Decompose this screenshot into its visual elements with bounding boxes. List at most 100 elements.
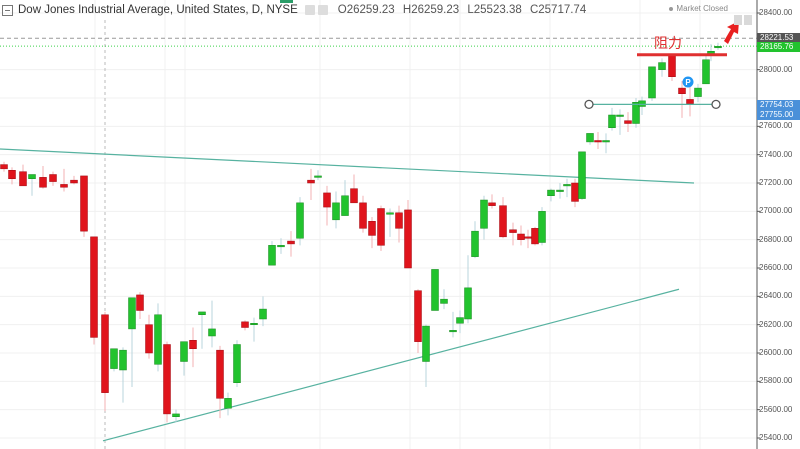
candle-body <box>668 55 676 77</box>
candle-body <box>145 324 153 354</box>
open-value: O26259.23 <box>337 4 395 16</box>
candle-body <box>440 298 448 304</box>
candle-body <box>163 344 171 415</box>
candle-body <box>189 340 197 349</box>
tab-indicator <box>280 0 293 3</box>
axis-tick-label: 27400.00 <box>759 149 793 159</box>
candle-body <box>250 323 258 325</box>
candle-body <box>563 184 571 187</box>
candle-body <box>307 179 315 184</box>
market-status-label: Market Closed <box>676 4 728 13</box>
candle-body <box>119 349 127 371</box>
candle-body <box>499 205 507 238</box>
candle-body <box>154 314 162 365</box>
candle-body <box>648 66 656 99</box>
candle-body <box>395 212 403 229</box>
candle-body <box>359 202 367 229</box>
candle-body <box>287 240 295 245</box>
high-value: H26259.23 <box>402 4 460 16</box>
candle-body <box>386 212 394 215</box>
candle-body <box>350 188 358 204</box>
candle-body <box>638 100 646 107</box>
candle-body <box>259 308 267 320</box>
candle-body <box>464 287 472 320</box>
candle-body <box>632 102 640 124</box>
candle-body <box>694 87 702 97</box>
candle-body <box>404 209 412 269</box>
axis-tick-label: 25400.00 <box>759 433 793 442</box>
axis-tick-label: 25800.00 <box>759 376 793 386</box>
candle-body <box>471 230 479 257</box>
axis-tick-label: 26600.00 <box>759 263 793 272</box>
candle-body <box>377 208 385 246</box>
candle-body <box>658 62 666 70</box>
resistance-annotation: 阻力 <box>654 35 682 51</box>
price-tag: 27754.03 <box>757 100 800 110</box>
scroll-up-icon[interactable] <box>734 15 742 25</box>
axis-tick-label: 26200.00 <box>759 319 793 329</box>
candle-body <box>341 195 349 216</box>
scroll-down-icon[interactable] <box>744 15 752 25</box>
candle-body <box>268 245 276 266</box>
candle-body <box>368 221 376 236</box>
candle-body <box>90 236 98 338</box>
candle-body <box>594 140 602 143</box>
ascending-trendline[interactable] <box>102 288 680 442</box>
candle-body <box>608 114 616 128</box>
axis-tick-label: 26400.00 <box>759 291 793 301</box>
candle-body <box>224 398 232 409</box>
symbol-title: Dow Jones Industrial Average, United Sta… <box>18 4 298 16</box>
eye-icon[interactable] <box>304 5 315 15</box>
candle-body <box>422 325 430 362</box>
drag-handle[interactable] <box>584 99 594 110</box>
axis-tick-label: 27000.00 <box>759 206 793 216</box>
candle-body <box>547 189 555 196</box>
candle-body <box>216 349 224 399</box>
candle-body <box>101 314 109 393</box>
candle-body <box>60 184 68 188</box>
axis-tick-label: 26000.00 <box>759 348 793 357</box>
candle-body <box>578 151 586 199</box>
candle-body <box>314 175 322 178</box>
candle-body <box>624 120 632 124</box>
candle-body <box>180 341 188 362</box>
candle-body <box>241 321 249 328</box>
candle-body <box>480 199 488 229</box>
candle-body <box>616 114 624 117</box>
low-value: L25523.38 <box>467 4 522 16</box>
descending-trendline[interactable] <box>0 148 695 184</box>
candle-body <box>456 317 464 324</box>
candle-body <box>208 328 216 337</box>
candle-body <box>172 413 180 417</box>
candle-body <box>332 202 340 221</box>
candle-body <box>431 269 439 311</box>
candle-body <box>70 179 78 184</box>
event-marker-icon[interactable] <box>682 76 694 88</box>
candle-body <box>517 233 525 240</box>
candle-body <box>538 211 546 243</box>
candle-body <box>449 330 457 333</box>
axis-tick-label: 27600.00 <box>759 121 793 131</box>
collapse-icon[interactable] <box>2 4 13 16</box>
candle-body <box>531 228 539 245</box>
ohlc-values: O26259.23 H26259.23 L25523.38 C25717.74 <box>338 4 591 16</box>
candle-body <box>323 192 331 208</box>
arrow-up-right-icon <box>724 21 739 44</box>
candle-body <box>198 311 206 315</box>
candle-body <box>571 182 579 202</box>
candle-body <box>524 236 532 239</box>
candle-body <box>296 202 304 239</box>
candle-body <box>49 174 57 182</box>
settings-icon[interactable] <box>317 5 328 15</box>
candle-body <box>714 46 722 49</box>
price-tag: 28221.53 <box>757 33 800 43</box>
market-status: Market Closed <box>669 4 728 13</box>
drag-handle[interactable] <box>711 99 721 110</box>
price-tag: 28165.76 <box>757 42 800 52</box>
candle-body <box>702 59 710 85</box>
candle-body <box>686 99 694 104</box>
event-marker-label: P <box>685 78 691 87</box>
candle-body <box>128 297 136 330</box>
candle-body <box>488 202 496 206</box>
